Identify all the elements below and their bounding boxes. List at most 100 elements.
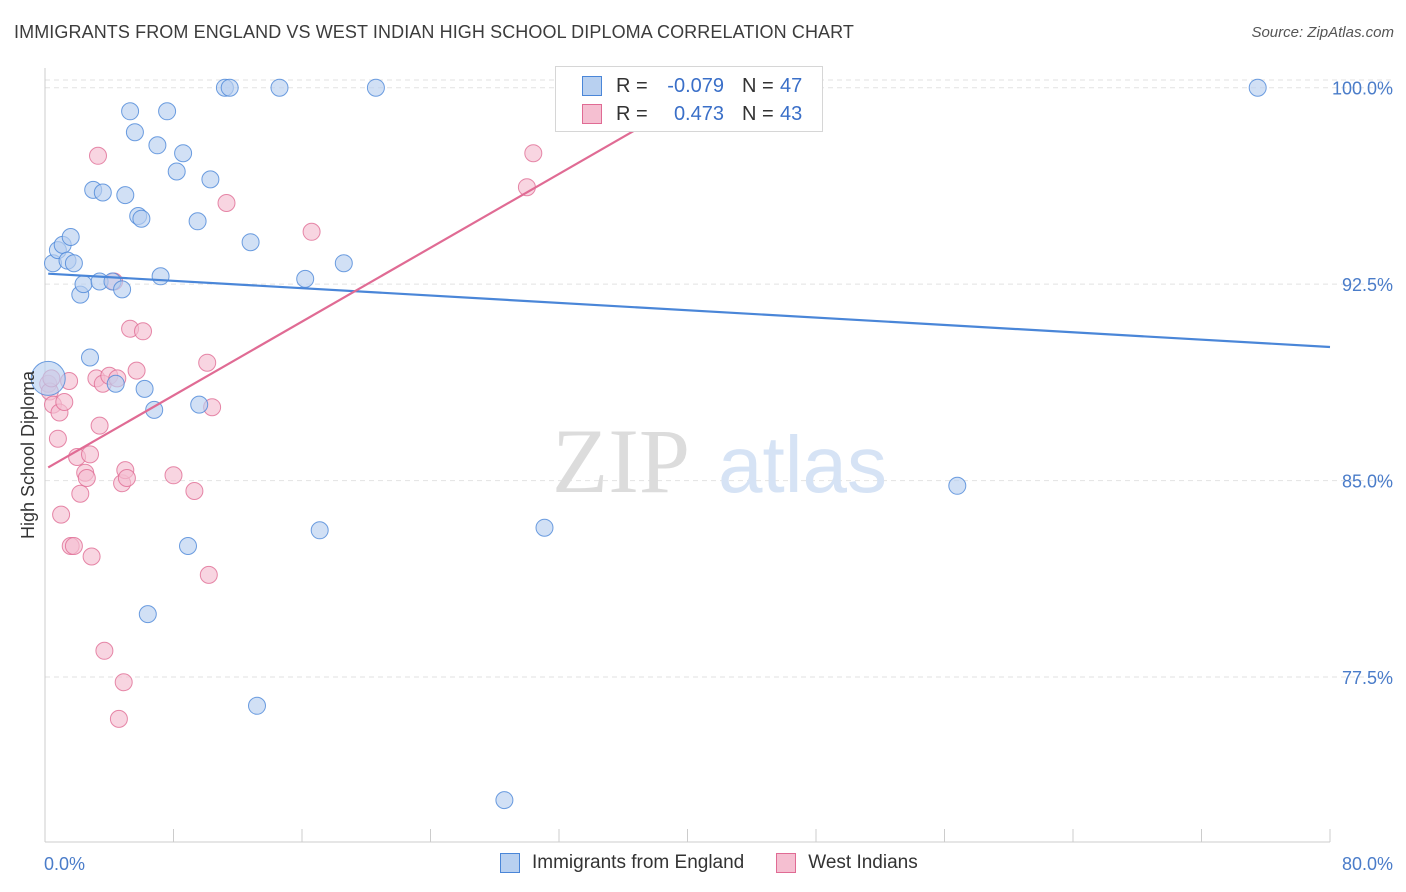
bottom-legend-label-west-indians: West Indians (808, 852, 918, 873)
legend-n-value: 43 (780, 102, 803, 125)
point-england (132, 209, 151, 228)
point-west-indians (82, 547, 101, 566)
point-west-indians (64, 537, 83, 555)
legend-swatch-england (582, 76, 602, 96)
point-england (61, 228, 80, 246)
point-england (310, 521, 329, 540)
point-england (106, 374, 125, 393)
legend-box: R = -0.079 N = 47 R = 0.473 N = 43 (555, 66, 823, 132)
series-west-indians (39, 78, 585, 728)
bottom-legend-swatch-england (500, 853, 520, 873)
y-tick-label: 100.0% (1332, 79, 1393, 99)
point-west-indians (217, 194, 236, 212)
point-england (201, 170, 220, 189)
watermark-zip: ZIP (552, 410, 690, 512)
point-west-indians (81, 445, 99, 464)
point-west-indians (89, 146, 107, 165)
chart-title: IMMIGRANTS FROM ENGLAND VS WEST INDIAN H… (14, 22, 855, 42)
point-england (174, 144, 193, 163)
point-west-indians (199, 565, 218, 584)
y-tick-label: 85.0% (1342, 472, 1393, 492)
legend-n-label: N = (742, 74, 774, 97)
legend-r-value: -0.079 (667, 74, 724, 97)
point-england (158, 102, 177, 121)
point-england (190, 395, 209, 414)
point-england (121, 102, 140, 121)
point-west-indians (109, 709, 128, 728)
point-england (113, 280, 132, 299)
legend-r-value: 0.473 (673, 102, 724, 125)
point-england (151, 267, 170, 286)
point-west-indians (134, 322, 152, 341)
point-west-indians (55, 393, 74, 411)
point-england (296, 269, 315, 288)
point-england (30, 360, 66, 396)
point-west-indians (48, 429, 67, 448)
point-england (1248, 78, 1267, 97)
trend-line-west-indians (47, 97, 692, 469)
y-tick-label: 77.5% (1342, 668, 1393, 688)
point-west-indians (71, 484, 90, 503)
point-england (495, 791, 514, 810)
legend-n-label: N = (742, 102, 774, 125)
point-england (248, 696, 266, 715)
bottom-legend-label-england: Immigrants from England (532, 852, 745, 873)
legend-r-label: R = (616, 74, 648, 97)
series-england (30, 78, 1267, 810)
point-england (148, 136, 167, 155)
point-england (64, 254, 83, 273)
legend-swatch-west-indians (582, 104, 602, 124)
legend-row-west-indians: R = 0.473 N = 43 (582, 100, 802, 128)
point-england (167, 162, 186, 181)
tick-labels: 77.5% 85.0% 92.5% 100.0% 0.0% 80.0% (44, 79, 1393, 874)
point-england (270, 78, 289, 97)
gridlines (45, 79, 1392, 678)
point-west-indians (198, 353, 217, 372)
point-england (138, 605, 157, 624)
point-england (334, 254, 353, 273)
bottom-legend: Immigrants from England West Indians (500, 852, 950, 874)
bottom-legend-item-england: Immigrants from England (500, 852, 744, 874)
y-tick-label: 92.5% (1342, 275, 1393, 295)
point-west-indians (117, 469, 136, 487)
bottom-legend-swatch-west-indians (776, 853, 797, 873)
legend-n-value: 47 (780, 74, 803, 97)
point-england (93, 183, 112, 202)
point-england (125, 123, 144, 142)
point-england (241, 233, 260, 252)
point-england (135, 379, 154, 398)
point-west-indians (524, 144, 543, 163)
point-west-indians (114, 673, 133, 692)
point-west-indians (77, 469, 96, 487)
point-west-indians (164, 466, 183, 485)
point-west-indians (90, 416, 109, 435)
point-england (179, 537, 197, 555)
point-england (81, 348, 99, 367)
axes (44, 68, 1331, 843)
chart-source: Source: ZipAtlas.com (1251, 24, 1394, 41)
point-england (366, 78, 385, 97)
trend-line-england (48, 272, 1331, 349)
point-west-indians (52, 505, 71, 524)
x-tick-label-max: 80.0% (1342, 854, 1393, 874)
point-england (535, 518, 554, 537)
point-west-indians (127, 361, 146, 380)
point-west-indians (185, 482, 204, 500)
point-west-indians (95, 641, 114, 660)
trend-lines (47, 97, 1331, 469)
point-england (145, 400, 164, 419)
watermark: ZIP atlas (552, 410, 887, 512)
point-england (116, 186, 135, 205)
watermark-atlas: atlas (718, 420, 887, 509)
point-england (220, 78, 239, 97)
y-axis-label: High School Diploma (18, 370, 38, 539)
point-england (188, 212, 207, 231)
bottom-legend-item-west-indians: West Indians (776, 852, 918, 874)
point-england (948, 476, 967, 495)
legend-r-label: R = (616, 102, 648, 125)
x-tick-label-min: 0.0% (44, 854, 85, 874)
legend-row-england: R = -0.079 N = 47 (582, 72, 802, 100)
point-west-indians (302, 222, 321, 241)
point-england (74, 275, 93, 294)
